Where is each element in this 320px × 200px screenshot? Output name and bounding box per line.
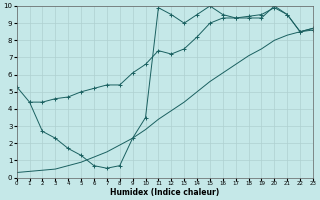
X-axis label: Humidex (Indice chaleur): Humidex (Indice chaleur) <box>110 188 220 197</box>
